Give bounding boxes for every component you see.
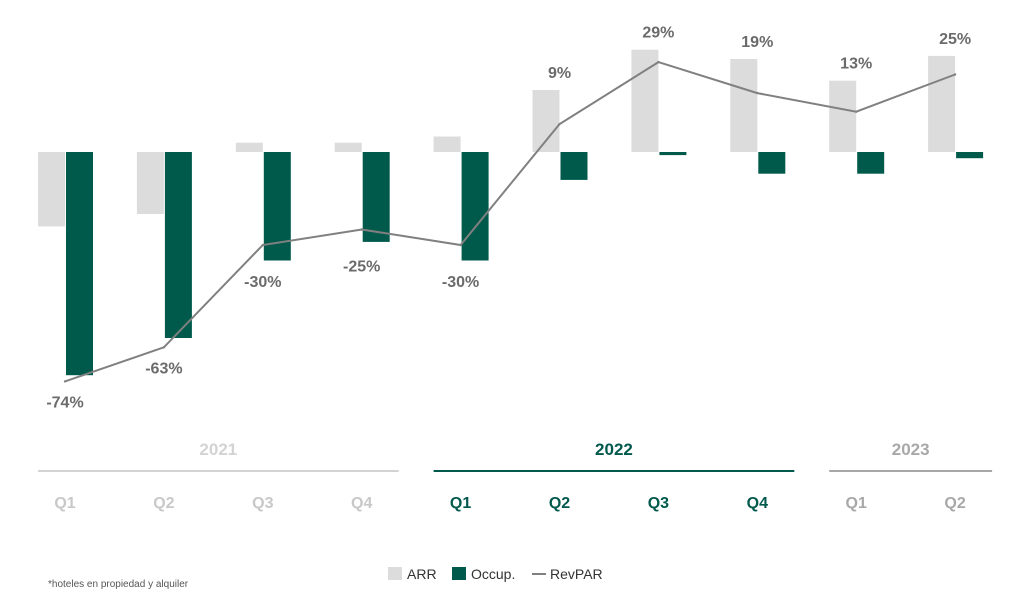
legend-label-occup: Occup. [471, 566, 515, 582]
legend-label-revpar: RevPAR [550, 566, 603, 582]
footnote: *hoteles en propiedad y alquiler [48, 579, 189, 590]
quarter-label: Q3 [252, 495, 273, 512]
quarter-label: Q2 [549, 495, 570, 512]
data-label: 29% [642, 25, 674, 42]
legend: ARR Occup. RevPAR [388, 566, 603, 582]
revpar-line [64, 61, 956, 383]
year-label: 2023 [892, 440, 930, 459]
revpar-point [63, 380, 67, 383]
arr-bar [334, 142, 362, 152]
occup-bar [362, 152, 390, 242]
occup-bar [857, 152, 885, 174]
quarter-label: Q2 [153, 495, 174, 512]
occup-bar [66, 152, 93, 376]
data-label: 13% [840, 56, 872, 73]
revpar-point [558, 122, 561, 126]
revpar-point [459, 243, 462, 247]
legend-label-arr: ARR [407, 566, 437, 582]
arr-bar [532, 90, 560, 152]
legend-swatch-arr [388, 567, 402, 580]
revpar-point [953, 73, 957, 76]
data-label: 19% [741, 34, 773, 51]
occup-bar [164, 152, 192, 338]
quarter-label: Q2 [944, 495, 965, 512]
data-label: -74% [46, 394, 83, 411]
quarter-axis-group: Q1 Q2 Q3 Q4 Q1 Q2 Q3 Q4 Q1 Q2 [54, 495, 966, 512]
quarter-label: Q4 [747, 495, 768, 512]
revpar-point [756, 91, 759, 95]
quarter-label: Q3 [648, 495, 669, 512]
data-label: -25% [343, 259, 380, 276]
occup-bar [560, 152, 588, 180]
revpar-line-group [63, 60, 957, 383]
arr-bar [136, 152, 164, 214]
data-label: 9% [548, 65, 571, 82]
year-label: 2022 [595, 440, 633, 459]
arr-bar [235, 142, 263, 152]
arr-bar [38, 152, 65, 227]
quarter-label: Q4 [351, 495, 372, 512]
occup-bar [758, 152, 786, 174]
data-label: -30% [244, 274, 281, 291]
occup-bar [956, 152, 984, 159]
revpar-point [261, 243, 264, 247]
data-label: -30% [442, 274, 479, 291]
arr-bar [928, 55, 956, 152]
quarter-label: Q1 [846, 495, 867, 512]
arr-bar [730, 59, 758, 152]
legend-swatch-occup [452, 567, 466, 580]
quarter-label: Q1 [54, 495, 75, 512]
data-label: -63% [145, 360, 182, 377]
arr-bar [433, 136, 461, 152]
year-label: 2021 [199, 440, 237, 459]
revpar-point [855, 110, 858, 113]
quarter-label: Q1 [450, 495, 471, 512]
occup-bar [461, 152, 489, 261]
occup-bar [659, 152, 687, 156]
year-axis-group: 2021 2022 2023 [38, 440, 993, 472]
data-labels-group: -74% -63% -30% -25% -30% 9% 29% 19% 13% 25% [46, 25, 971, 412]
arr-bar [829, 80, 857, 152]
revpar-point [657, 60, 660, 64]
revpar-point [360, 228, 363, 231]
data-label: 25% [939, 31, 971, 48]
arr-bar [631, 49, 659, 153]
bars-group [38, 49, 984, 376]
revpar-point [162, 346, 166, 349]
